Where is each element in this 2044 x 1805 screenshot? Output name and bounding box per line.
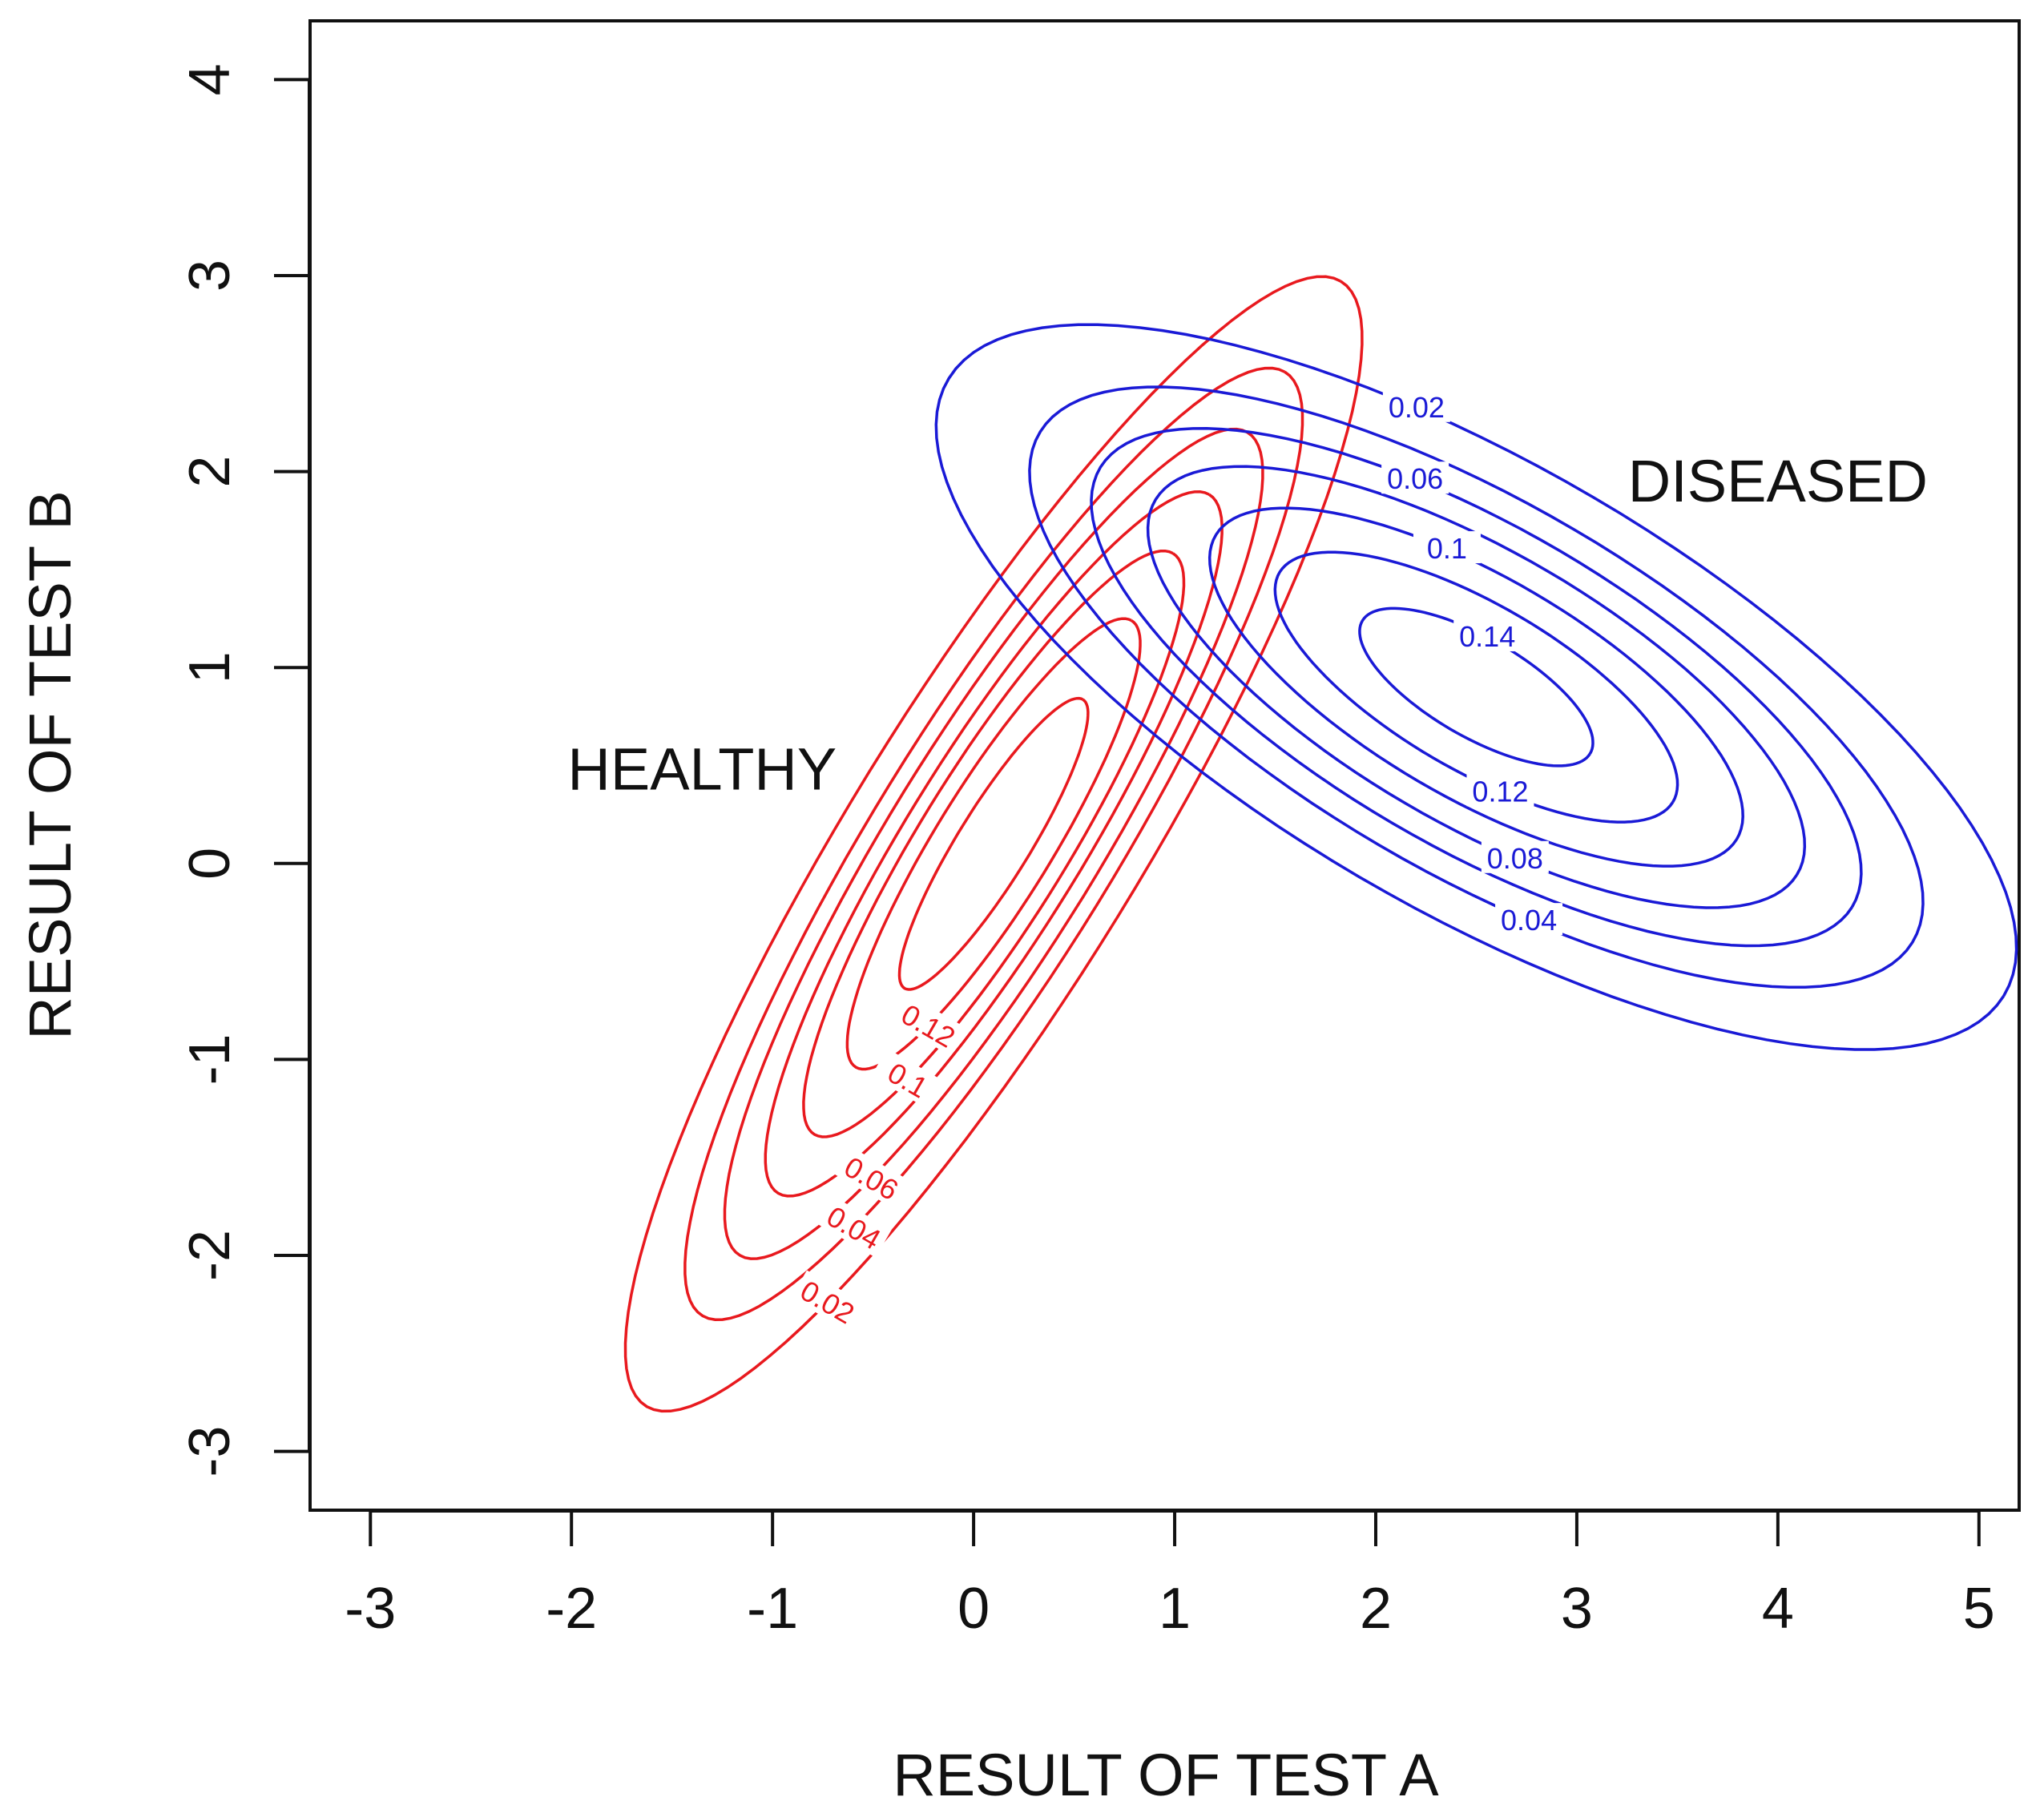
contour-label-mask	[1413, 531, 1481, 564]
contour-level-label: 0.08	[1487, 842, 1543, 875]
healthy-group-label: HEALTHY	[567, 735, 837, 802]
healthy-contour-0.12	[845, 617, 1142, 1071]
healthy-contour-0.14	[897, 696, 1090, 991]
contour-label-layer: 0.020.040.060.10.120.020.060.10.140.120.…	[791, 389, 1563, 1332]
healthy-contour-0.04	[683, 366, 1304, 1321]
x-tick-label: 2	[1360, 1577, 1392, 1641]
contour-label-mask	[871, 1048, 945, 1110]
contour-label-mask	[791, 1270, 865, 1332]
x-tick-label: -1	[747, 1577, 798, 1641]
x-tick-label: 5	[1963, 1577, 1995, 1641]
y-tick-label: -2	[178, 1230, 242, 1281]
healthy-contour-0.1	[802, 549, 1186, 1138]
annotation-layer: HEALTHY DISEASED	[567, 448, 1928, 803]
diseased-contour-0.14	[1358, 606, 1594, 768]
contour-level-label: 0.06	[1387, 462, 1443, 495]
y-tick-label: 2	[178, 456, 242, 488]
y-tick-label: 3	[178, 260, 242, 292]
diseased-contour-0.06	[1090, 427, 1863, 948]
contour-label-mask	[1495, 903, 1563, 936]
x-tick-label: -3	[345, 1577, 396, 1641]
healthy-contour-0.08	[764, 490, 1224, 1198]
diseased-group-label: DISEASED	[1628, 448, 1928, 514]
x-tick-label: -2	[546, 1577, 597, 1641]
diseased-contour-0.02	[934, 323, 2018, 1051]
y-tick-label: 0	[178, 848, 242, 880]
contour-level-label: 0.14	[1459, 620, 1515, 653]
y-tick-label: -1	[178, 1033, 242, 1085]
healthy-contour-0.02	[623, 275, 1364, 1413]
contour-level-label: 0.12	[1472, 775, 1528, 808]
x-tick-label: 1	[1159, 1577, 1191, 1641]
x-axis-title: RESULT OF TEST A	[893, 1742, 1439, 1805]
contour-label-mask	[891, 993, 966, 1056]
contour-label-mask	[1382, 389, 1450, 422]
contour-label-mask	[1466, 774, 1534, 807]
y-axis: -3 -2 -1 0 1 2 3 4	[178, 63, 311, 1477]
y-tick-label: 1	[178, 651, 242, 683]
contour-level-label: 0.04	[1501, 904, 1557, 937]
x-tick-label: 4	[1762, 1577, 1794, 1641]
diseased-contour-0.04	[1028, 385, 1925, 989]
diseased-contour-0.1	[1207, 506, 1744, 868]
x-axis: -3 -2 -1 0 1 2 3 4 5	[345, 1509, 1995, 1641]
plot-frame	[308, 19, 2021, 1512]
contour-layer	[623, 275, 2018, 1413]
diseased-contour-0.12	[1273, 550, 1679, 824]
contour-label-mask	[1381, 461, 1449, 494]
y-tick-label: -3	[178, 1426, 242, 1477]
y-tick-label: 4	[178, 63, 242, 95]
contour-label-mask	[1453, 618, 1522, 651]
contour-label-mask	[816, 1195, 892, 1258]
contour-level-label: 0.02	[1389, 391, 1445, 424]
diseased-contour-0.08	[1146, 465, 1807, 909]
healthy-contour-0.06	[723, 427, 1264, 1260]
contour-level-label: 0.1	[1427, 532, 1467, 565]
y-axis-title: RESULT OF TEST B	[17, 490, 83, 1039]
x-tick-label: 3	[1561, 1577, 1593, 1641]
x-tick-label: 0	[957, 1577, 990, 1641]
contour-label-mask	[1481, 840, 1549, 873]
contour-label-mask	[834, 1146, 909, 1208]
